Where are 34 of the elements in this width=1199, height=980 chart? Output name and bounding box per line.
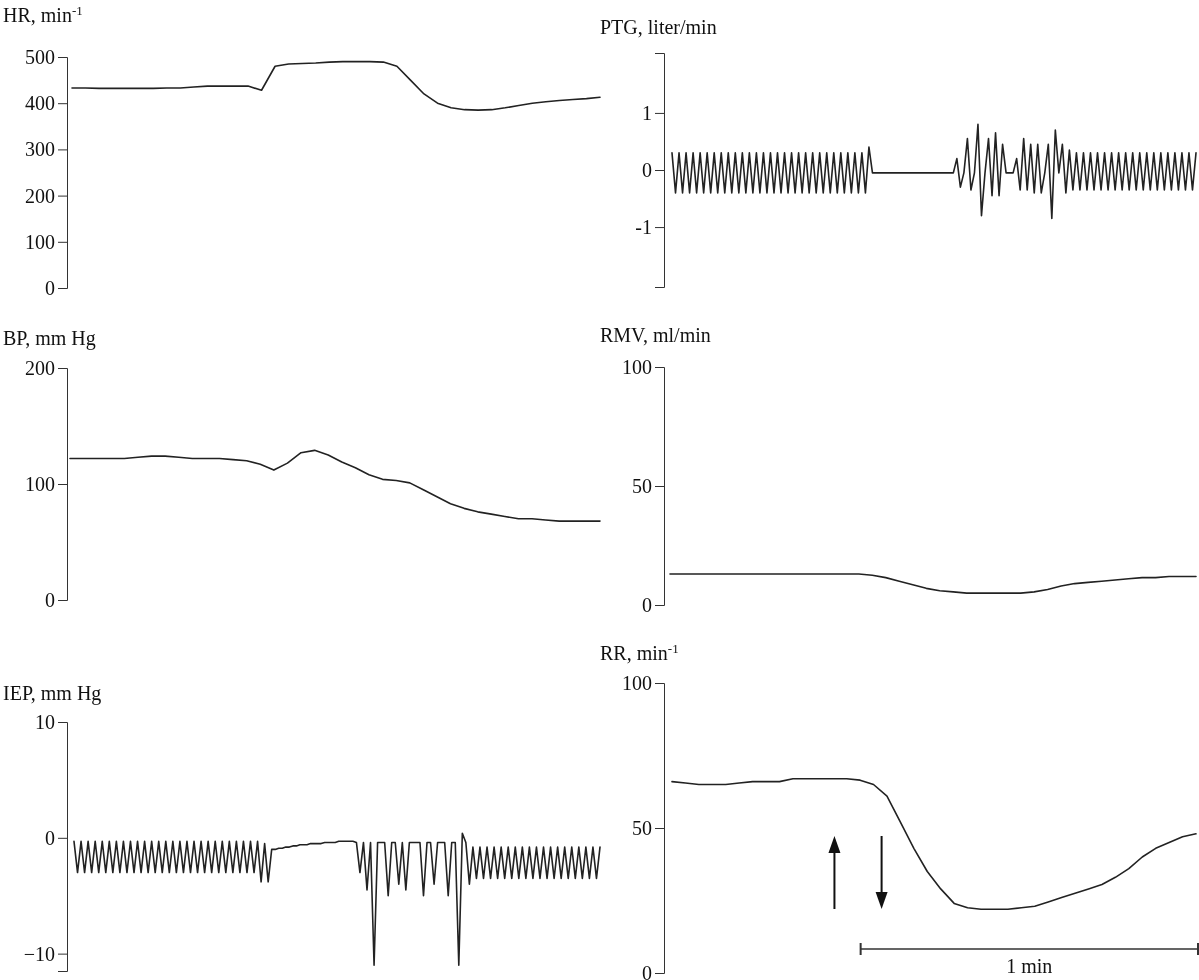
line-series [671,123,1197,220]
y-tick-label: 0 [45,826,55,849]
annotation: 1 min [1006,955,1053,977]
y-tick-label: 0 [642,961,652,980]
y-axis-title: RR, min$^{-1}$ [600,640,679,664]
y-tick-label: 200 [25,184,55,207]
y-tick-label: 200 [25,356,55,379]
y-tick-label: −10 [23,942,55,965]
y-axis-title: HR, min$^{-1}$ [3,2,83,26]
y-tick-label: 300 [25,138,55,161]
y-tick-label: 100 [622,671,652,694]
y-tick-label: 400 [25,92,55,115]
y-tick-label: 10 [35,710,55,733]
y-tick-label: 0 [45,276,55,299]
line-series [71,60,601,111]
y-tick-label: 0 [45,588,55,611]
y-tick-label: 50 [632,474,652,497]
y-tick-label: 50 [632,816,652,839]
line-series [69,449,601,522]
y-tick-label: 0 [642,593,652,616]
y-tick-label: 0 [642,158,652,181]
y-tick-label: -1 [635,215,652,238]
line-series [671,777,1197,910]
y-axis-title: PTG, liter/min [600,16,717,38]
y-tick-label: 100 [622,355,652,378]
line-series [73,832,601,967]
y-tick-label: 100 [25,230,55,253]
y-tick-label: 500 [25,45,55,68]
line-series [669,573,1197,594]
y-axis-title: IEP, mm Hg [3,682,102,705]
y-tick-label: 1 [642,101,652,124]
y-axis-title: BP, mm Hg [3,327,96,350]
y-tick-label: 100 [25,472,55,495]
y-axis-title: RMV, ml/min [600,324,711,346]
